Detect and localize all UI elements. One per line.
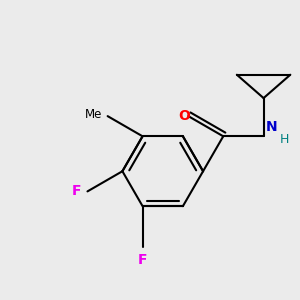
- Text: F: F: [138, 253, 147, 267]
- Text: H: H: [280, 133, 289, 146]
- Text: F: F: [72, 184, 81, 198]
- Text: Me: Me: [85, 107, 103, 121]
- Text: O: O: [178, 109, 190, 123]
- Text: N: N: [266, 120, 277, 134]
